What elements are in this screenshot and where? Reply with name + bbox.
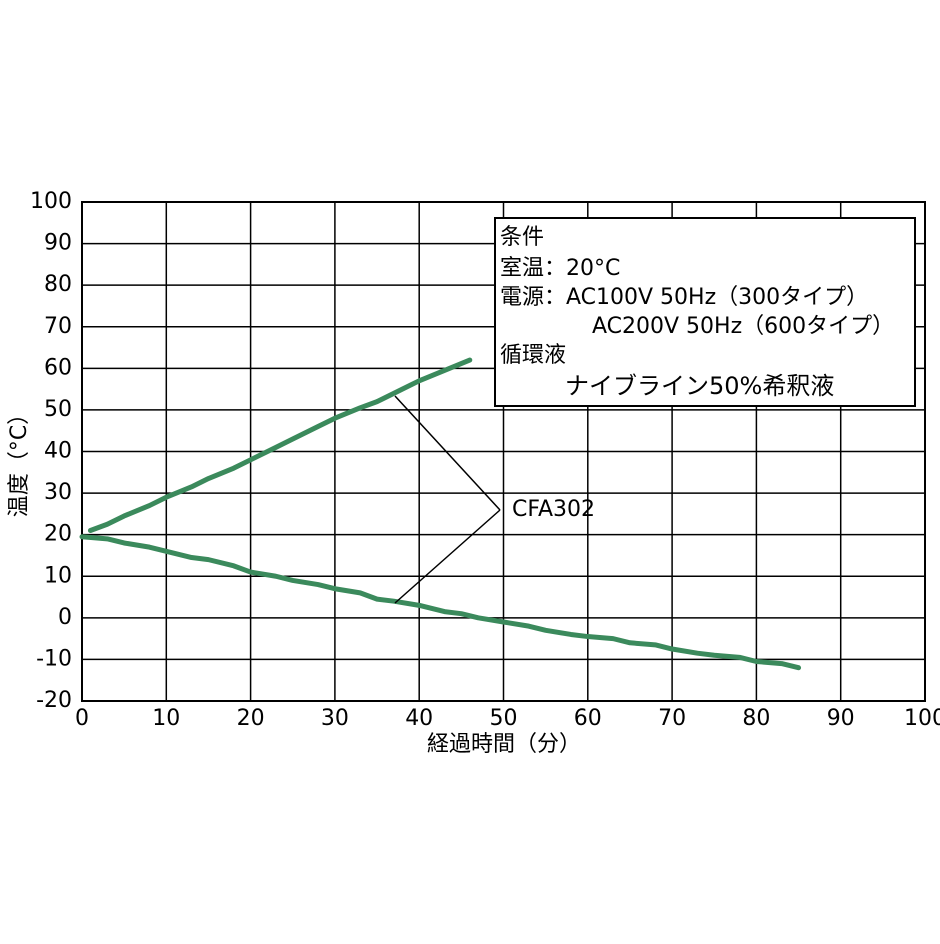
y-tick-label: 20 xyxy=(44,522,72,547)
y-tick-label: 60 xyxy=(44,355,72,380)
conditions-box xyxy=(494,217,916,407)
condition-line: ナイブライン50%希釈液 xyxy=(565,372,834,400)
x-tick-label: 50 xyxy=(490,706,518,731)
y-tick-label: -10 xyxy=(36,646,72,671)
condition-line: 電源：AC100V 50Hz（300タイプ） xyxy=(500,285,868,310)
x-tick-label: 80 xyxy=(742,706,770,731)
y-axis-label: 温度（°C） xyxy=(7,403,32,517)
y-tick-label: 40 xyxy=(44,439,72,464)
x-tick-label: 0 xyxy=(75,706,89,731)
x-tick-label: 90 xyxy=(827,706,855,731)
x-tick-label: 60 xyxy=(574,706,602,731)
condition-line: 循環液 xyxy=(500,343,566,368)
x-tick-label: 10 xyxy=(152,706,180,731)
y-tick-label: -20 xyxy=(36,688,72,713)
x-axis-label: 経過時間（分） xyxy=(427,732,581,757)
series-label: CFA302 xyxy=(512,497,595,522)
condition-line: 室温：20°C xyxy=(500,256,620,281)
y-tick-label: 100 xyxy=(30,189,72,214)
plot-frame xyxy=(81,201,926,702)
data-line xyxy=(87,357,473,534)
y-tick-label: 80 xyxy=(44,272,72,297)
y-tick-label: 0 xyxy=(58,605,72,630)
condition-line: 条件 xyxy=(500,225,544,250)
x-tick-label: 20 xyxy=(237,706,265,731)
leader-line xyxy=(394,395,501,511)
x-tick-label: 100 xyxy=(904,706,940,731)
leader-line xyxy=(394,509,501,604)
y-tick-label: 30 xyxy=(44,480,72,505)
x-tick-label: 40 xyxy=(405,706,433,731)
y-tick-label: 90 xyxy=(44,231,72,256)
y-tick-label: 10 xyxy=(44,563,72,588)
y-tick-label: 70 xyxy=(44,314,72,339)
x-tick-label: 70 xyxy=(658,706,686,731)
condition-line: AC200V 50Hz（600タイプ） xyxy=(592,314,894,339)
data-line xyxy=(79,534,802,671)
x-tick-label: 30 xyxy=(321,706,349,731)
y-tick-label: 50 xyxy=(44,397,72,422)
leader-lines xyxy=(394,395,501,604)
